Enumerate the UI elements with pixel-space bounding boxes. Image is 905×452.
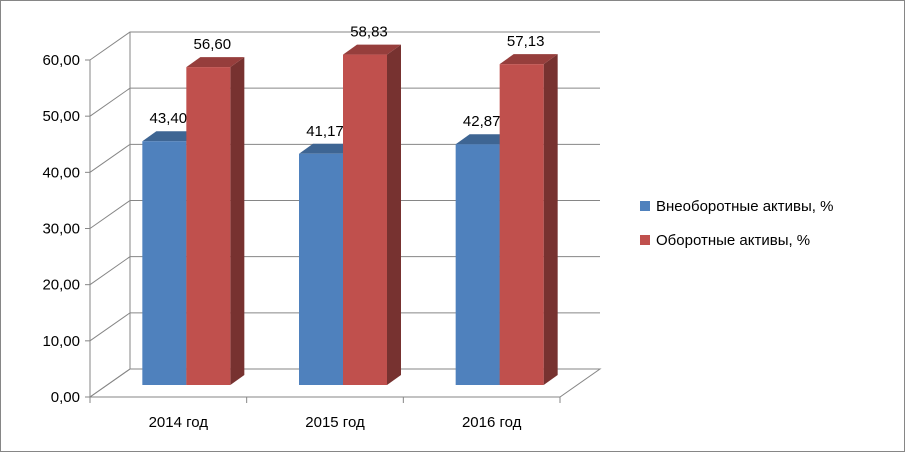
legend-swatch-series-2 (640, 235, 650, 245)
y-tick-label: 30,00 (42, 221, 80, 238)
x-tick-label: 2016 год (462, 414, 522, 431)
data-label: 41,17 (306, 123, 344, 140)
legend-item-series-1: Внеоборотные активы, % (640, 196, 833, 216)
data-label: 56,60 (194, 36, 232, 53)
y-tick-label: 60,00 (42, 52, 80, 69)
bar-top (299, 143, 357, 154)
legend-swatch-series-1 (640, 201, 650, 211)
legend-item-series-2: Оборотные активы, % (640, 230, 833, 250)
bar (455, 144, 500, 385)
data-label: 43,40 (150, 110, 188, 127)
legend-label-series-2: Оборотные активы, % (656, 231, 811, 249)
bar-top (455, 134, 514, 145)
y-tick-label: 20,00 (42, 277, 80, 294)
bar-side (387, 44, 401, 385)
y-tick-label: 50,00 (42, 108, 80, 125)
bar (186, 67, 231, 385)
legend-label-series-1: Внеоборотные активы, % (656, 197, 834, 215)
bar (142, 141, 187, 385)
data-label: 42,87 (463, 113, 501, 130)
x-tick-label: 2014 год (149, 414, 209, 431)
bar-top (142, 131, 201, 142)
bar (343, 54, 387, 385)
bar-top (343, 44, 401, 55)
x-tick-label: 2015 год (305, 414, 365, 431)
chart-legend: Внеоборотные активы, % Оборотные активы,… (640, 196, 833, 264)
y-tick-label: 40,00 (42, 164, 80, 181)
y-tick-label: 0,00 (51, 389, 80, 406)
bar (299, 153, 343, 385)
data-label: 57,13 (507, 33, 545, 50)
bar (499, 64, 544, 385)
y-tick-label: 10,00 (42, 333, 80, 350)
data-label: 58,83 (350, 24, 388, 41)
bar-top (186, 57, 245, 68)
bar-top (499, 54, 558, 65)
bar-side (543, 54, 558, 385)
bar-side (230, 57, 245, 385)
